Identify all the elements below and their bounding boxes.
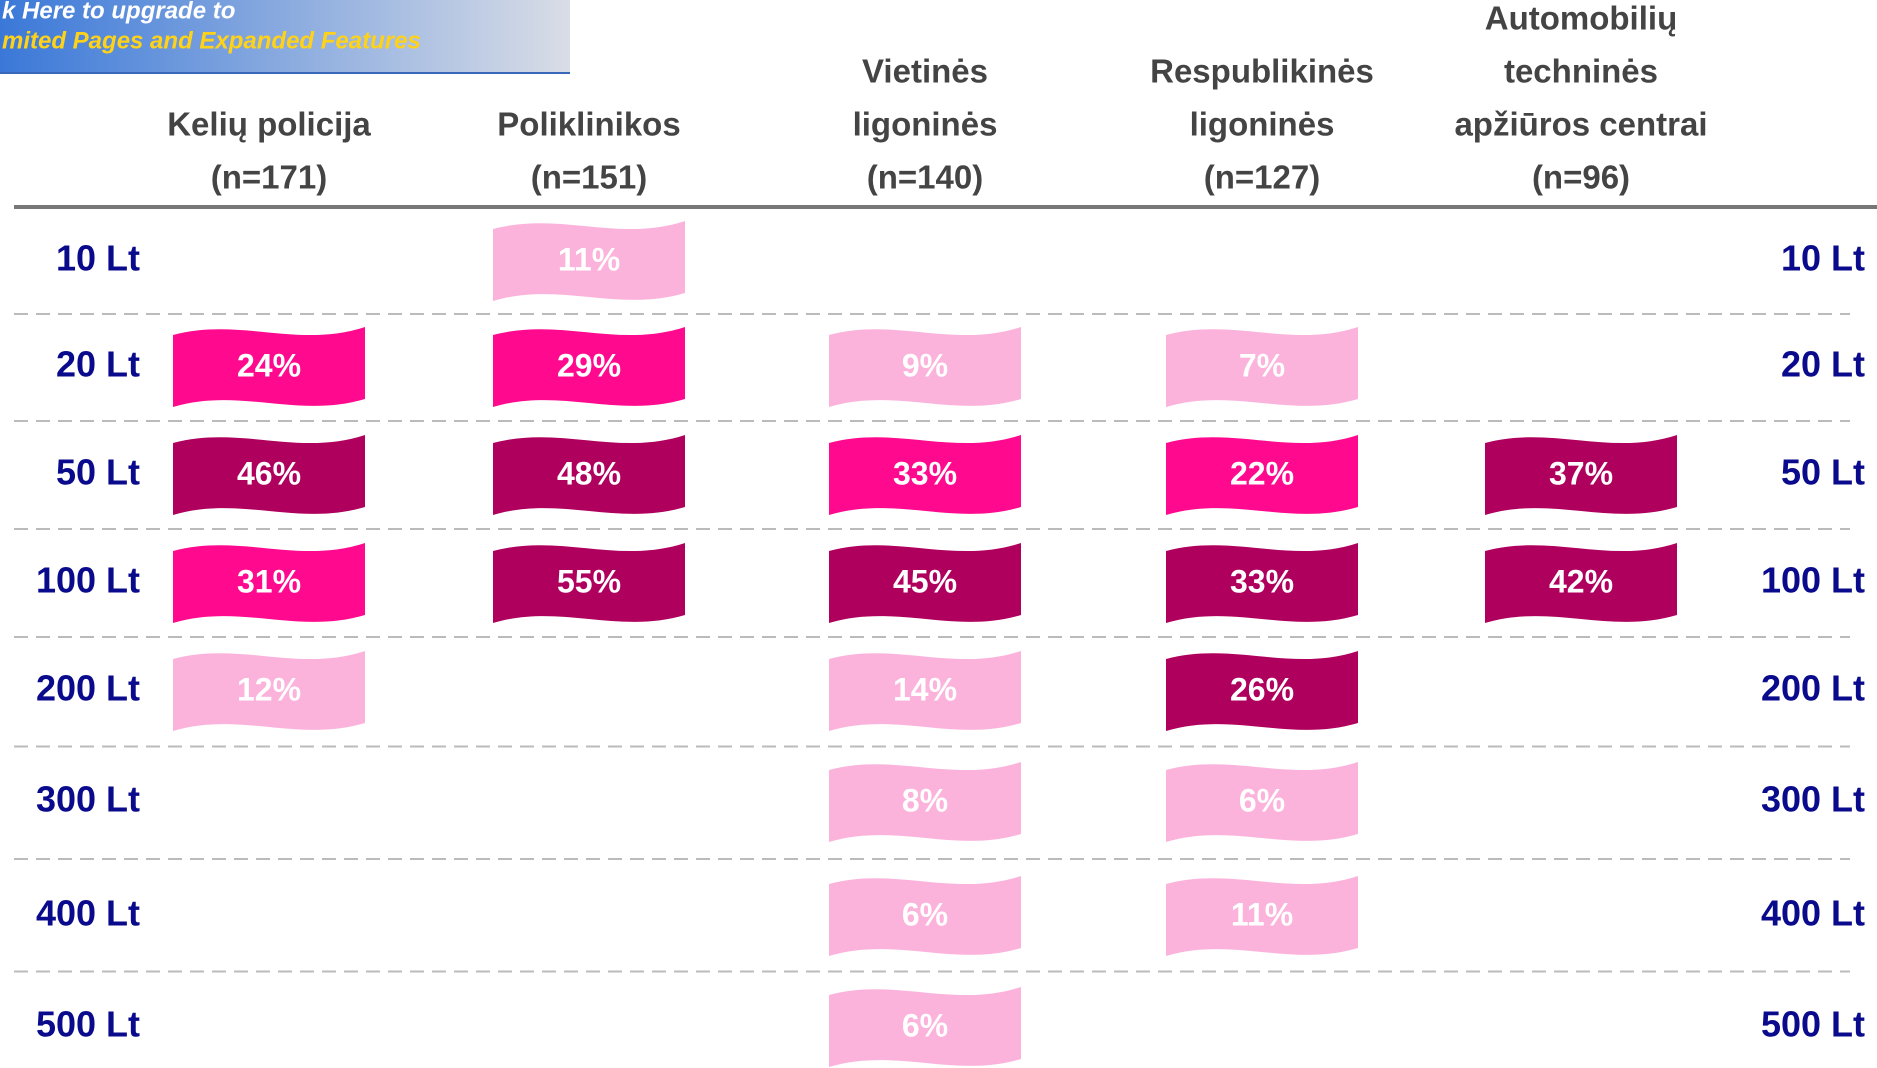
flag-cell [1166,876,1358,956]
cell-value: 33% [893,455,957,491]
cell-value: 45% [893,563,957,599]
cell-value: 11% [558,241,620,277]
flag-cell [829,543,1021,623]
column-header: Vietinės [862,53,988,90]
cell-value: 46% [237,455,301,491]
flag-cell [1485,543,1677,623]
column-header: ligoninės [1190,106,1335,143]
cell-value: 29% [557,347,621,383]
flag-cell [829,876,1021,956]
flag-cell [1166,543,1358,623]
flag-cell [1166,435,1358,515]
cell-value: 22% [1230,455,1294,491]
cell-value: 48% [557,455,621,491]
flag-cell [173,651,365,731]
flag-cell [173,543,365,623]
row-label: 300 Lt [36,779,140,820]
flag-cell [173,327,365,407]
banner-background[interactable] [0,0,570,73]
flag-cell [173,435,365,515]
flag-cell [1166,762,1358,842]
row-label: 200 Lt [1761,668,1865,709]
flag-cell [829,987,1021,1067]
cell-value: 11% [1231,896,1293,932]
row-label: 300 Lt [1761,779,1865,820]
row-label: 20 Lt [56,344,140,385]
flag-cell [493,327,685,407]
cell-value: 6% [902,896,948,932]
cell-value: 14% [893,671,957,707]
column-header: (n=127) [1204,159,1320,196]
flag-cell [1166,651,1358,731]
cell-value: 6% [902,1007,948,1043]
column-header: ligoninės [853,106,998,143]
banner-text[interactable]: mited Pages and Expanded Features [2,27,421,54]
column-header: apžiūros centrai [1454,106,1707,143]
cell-value: 12% [237,671,301,707]
row-label: 10 Lt [56,238,140,279]
row-label: 20 Lt [1781,344,1865,385]
row-label: 50 Lt [56,452,140,493]
row-label: 100 Lt [36,560,140,601]
flag-cell [1485,435,1677,515]
row-label: 50 Lt [1781,452,1865,493]
row-label: 200 Lt [36,668,140,709]
flag-cell [1166,327,1358,407]
row-label: 500 Lt [1761,1004,1865,1045]
column-header: Kelių policija [167,106,371,143]
column-header: (n=151) [531,159,647,196]
column-header: techninės [1504,53,1658,90]
cell-value: 8% [902,782,948,818]
flag-cell [493,435,685,515]
column-header: Respublikinės [1150,53,1374,90]
column-header: Poliklinikos [497,106,680,143]
cell-value: 9% [902,347,948,383]
flag-cell [829,762,1021,842]
flag-cell [493,543,685,623]
column-header: (n=171) [211,159,327,196]
cell-value: 31% [237,563,301,599]
upgrade-banner[interactable]: k Here to upgrade to mited Pages and Expa… [0,0,570,74]
cell-value: 33% [1230,563,1294,599]
row-label: 10 Lt [1781,238,1865,279]
banner-text[interactable]: k Here to upgrade to [2,0,235,24]
cell-value: 55% [557,563,621,599]
cell-value: 37% [1549,455,1613,491]
cell-value: 24% [237,347,301,383]
row-label: 400 Lt [36,893,140,934]
flag-cell [829,435,1021,515]
column-header: Automobilių [1485,0,1677,37]
cell-value: 6% [1239,782,1285,818]
cell-value: 42% [1549,563,1613,599]
row-label: 500 Lt [36,1004,140,1045]
row-label: 100 Lt [1761,560,1865,601]
cell-value: 26% [1230,671,1294,707]
row-label: 400 Lt [1761,893,1865,934]
flag-cell [493,221,685,301]
column-header: (n=96) [1532,159,1630,196]
cell-value: 7% [1239,347,1285,383]
column-header: (n=140) [867,159,983,196]
flag-cell [829,327,1021,407]
flag-cell [829,651,1021,731]
